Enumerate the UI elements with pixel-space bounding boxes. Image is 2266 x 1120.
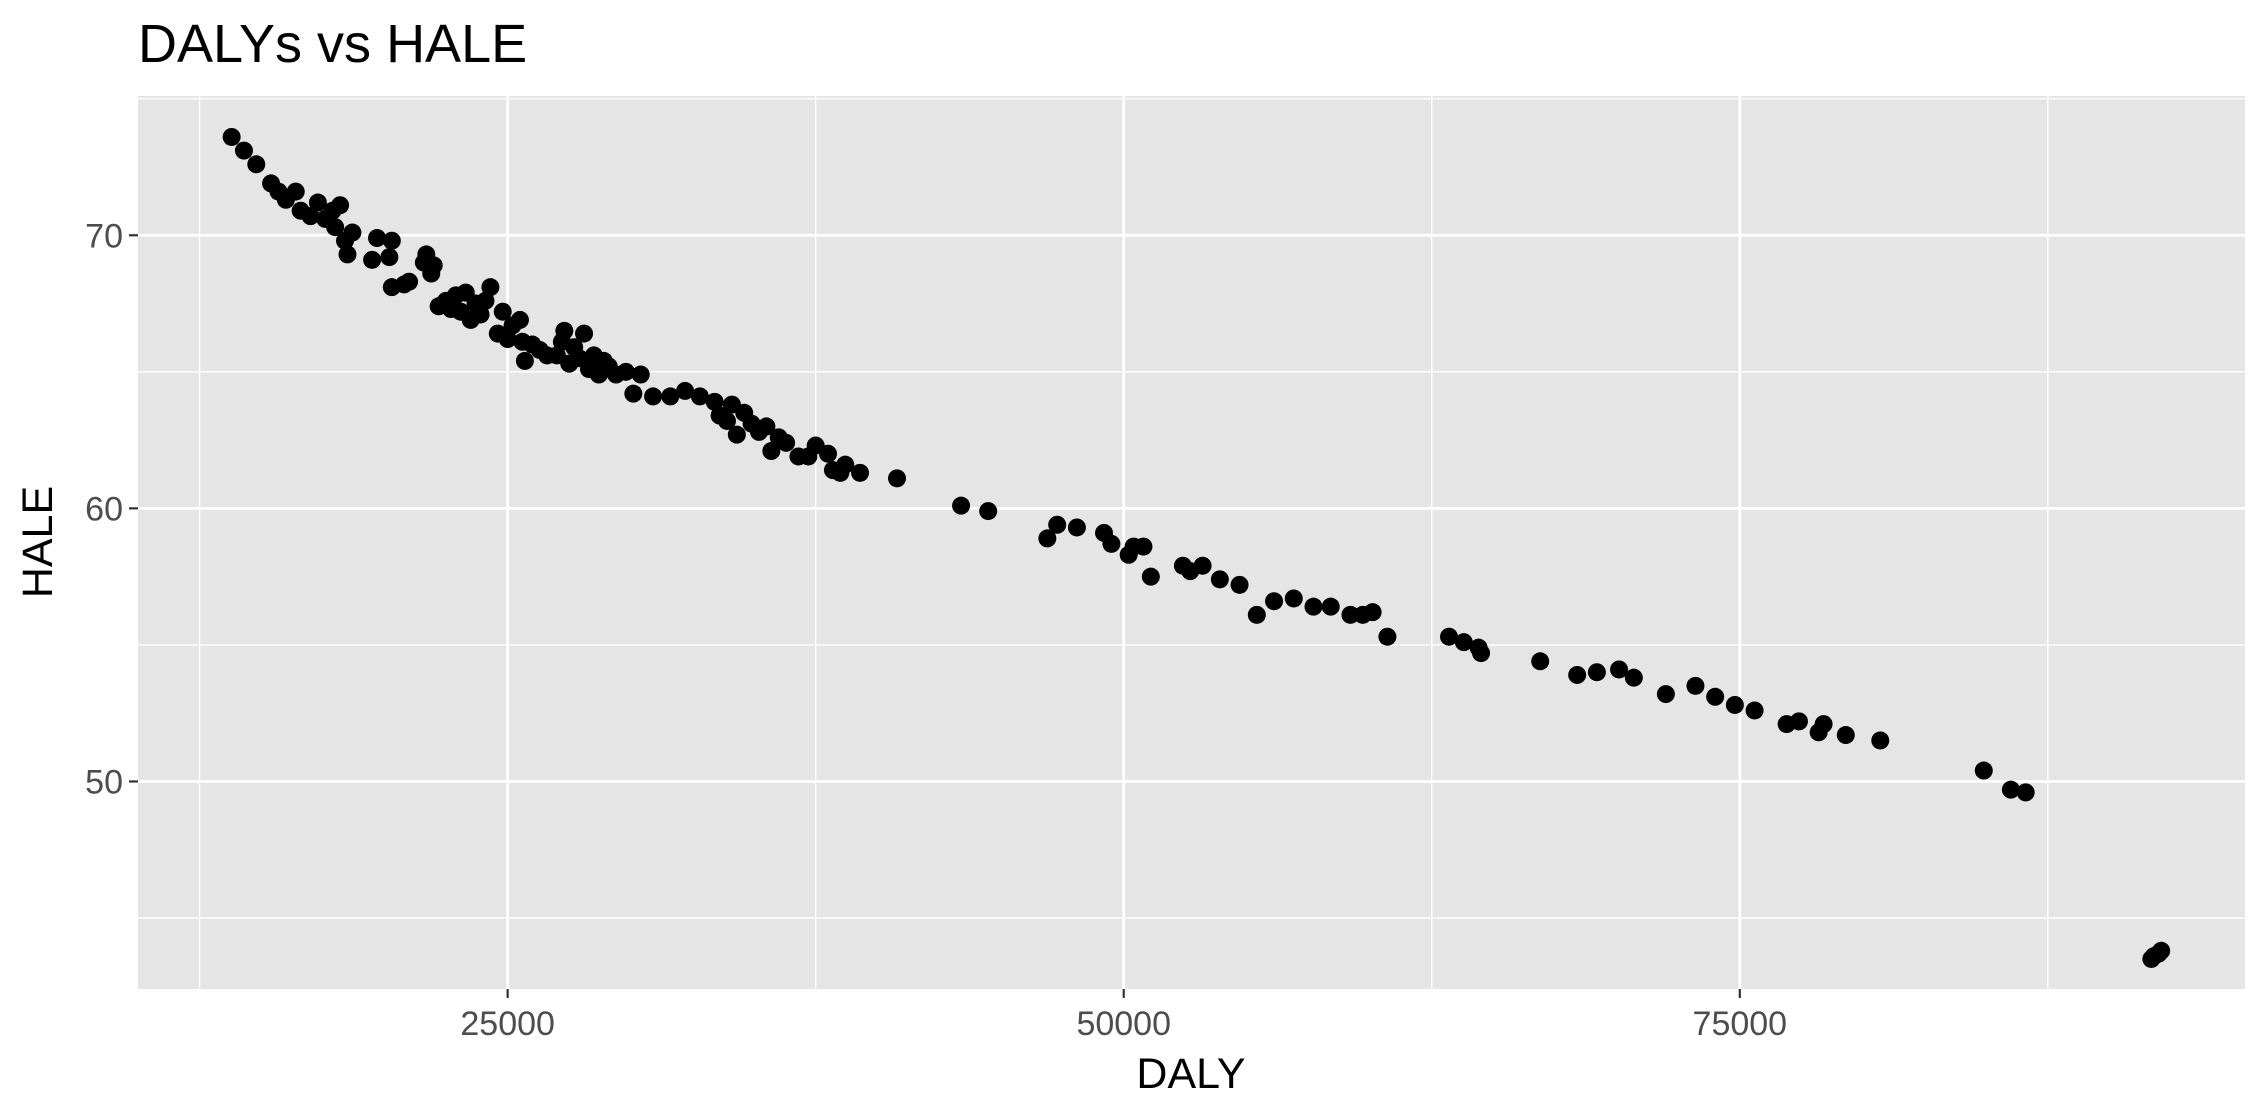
data-point [1230,575,1249,594]
data-point [1745,701,1764,720]
data-point [424,256,443,275]
data-point [481,278,500,297]
data-point [1067,518,1086,537]
data-point [363,250,382,269]
data-point [343,223,362,242]
y-tick-label: 50 [85,763,123,801]
data-point [498,330,517,349]
data-point [575,324,594,343]
data-point [1265,592,1284,611]
data-point [222,127,241,146]
data-point [1789,712,1808,731]
data-point [1531,652,1550,671]
data-point [888,469,907,488]
data-point [1341,605,1360,624]
data-point [1624,668,1643,687]
data-point [717,411,736,430]
data-point [952,496,971,515]
data-point [644,387,663,406]
data-point [1134,537,1153,556]
data-point [1363,603,1382,622]
data-point [1836,726,1855,745]
y-tick-label: 60 [85,490,123,528]
data-point [851,463,870,482]
data-point [819,444,838,463]
data-point [1974,761,1993,780]
data-point [286,182,305,201]
y-axis-ticks: 50 60 70 [85,217,138,801]
data-point [1321,597,1340,616]
data-point [1871,731,1890,750]
data-point [510,310,529,329]
x-tick-label: 50000 [1076,1005,1171,1043]
data-point [1656,685,1675,704]
data-point [476,291,495,310]
data-point [326,218,345,237]
data-point [727,425,746,444]
x-tick-label: 25000 [460,1005,555,1043]
major-gridlines [138,96,2245,989]
data-point [338,245,357,264]
plot-panel [138,96,2245,989]
data-point [1472,644,1491,663]
data-point [624,384,643,403]
data-point [515,351,534,370]
data-point [1378,627,1397,646]
data-point [2142,949,2161,968]
data-point [380,248,399,267]
data-point [979,502,998,521]
data-point [1706,687,1725,706]
minor-gridlines [138,96,2245,989]
data-point [631,365,650,384]
data-point [777,433,796,452]
data-point [1304,597,1323,616]
data-point [2016,783,2035,802]
data-point [1686,676,1705,695]
x-axis-ticks: 25000 50000 75000 [460,989,1787,1043]
x-tick-label: 75000 [1693,1005,1788,1043]
data-point [555,321,574,340]
data-point [1048,515,1067,534]
data-point [1725,695,1744,714]
data-point [1141,567,1160,586]
data-point [2001,780,2020,799]
data-point [493,302,512,321]
data-points [222,127,2171,968]
data-point [471,305,490,324]
data-point [368,229,387,248]
data-point [762,442,781,461]
chart-title: DALYs vs HALE [138,14,527,74]
data-point [247,155,266,174]
data-point [1284,589,1303,608]
data-point [836,455,855,474]
x-axis-title: DALY [1136,1050,1245,1098]
data-point [705,392,724,411]
data-point [331,196,350,215]
data-point [661,387,680,406]
data-point [1102,534,1121,553]
data-point [1247,605,1266,624]
data-point [1210,570,1229,589]
y-tick-label: 70 [85,217,123,255]
data-point [1814,715,1833,734]
data-point [1454,633,1473,652]
data-point [234,141,253,160]
y-axis-title: HALE [14,486,62,598]
data-point [1610,660,1629,679]
data-point [1440,627,1459,646]
data-point [1568,665,1587,684]
data-point [1193,556,1212,575]
data-point [1587,663,1606,682]
data-point [1038,529,1057,548]
data-point [301,207,320,226]
data-point [400,272,419,291]
data-point [757,417,776,436]
data-point [690,387,709,406]
data-point [308,193,327,212]
data-point [382,231,401,250]
data-point [616,362,635,381]
data-point [676,381,695,400]
